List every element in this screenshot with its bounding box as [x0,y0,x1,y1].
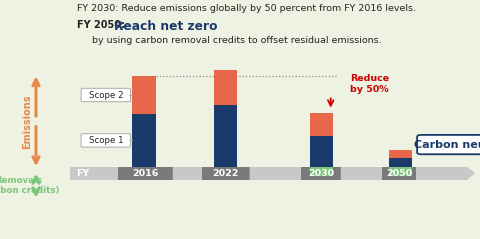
Bar [310,167,333,176]
Bar [301,167,341,180]
Bar [132,114,156,167]
Text: 2016: 2016 [132,169,158,178]
Bar [132,76,156,114]
Bar [214,70,237,105]
Text: Removals
(Carbon credits): Removals (Carbon credits) [0,176,59,195]
Text: 2022: 2022 [213,169,239,178]
Bar [389,167,412,176]
Text: FY 2050:: FY 2050: [77,20,128,30]
Text: Carbon neutral: Carbon neutral [414,140,480,150]
Bar [310,113,333,136]
Text: Scope 2: Scope 2 [88,91,123,99]
Text: Emissions: Emissions [23,94,32,149]
Polygon shape [173,167,179,180]
Text: 2050: 2050 [386,169,412,178]
Bar [389,150,412,158]
Text: Reduce
by 50%: Reduce by 50% [350,74,389,94]
Text: Reach net zero: Reach net zero [114,20,217,33]
Bar [382,167,416,180]
FancyArrow shape [466,167,475,180]
Bar [214,105,237,167]
Bar [70,167,468,180]
FancyBboxPatch shape [417,135,480,154]
Polygon shape [250,167,255,180]
Bar [389,158,412,167]
Polygon shape [341,167,347,180]
Text: 2030: 2030 [308,169,334,178]
Text: by using carbon removal credits to offset residual emissions.: by using carbon removal credits to offse… [77,36,382,45]
FancyBboxPatch shape [81,88,131,102]
Text: FY: FY [76,169,89,178]
Text: Scope 1: Scope 1 [88,136,123,145]
FancyBboxPatch shape [81,134,131,147]
Bar [202,167,250,180]
Polygon shape [416,167,422,180]
Text: FY 2030: Reduce emissions globally by 50 percent from FY 2016 levels.: FY 2030: Reduce emissions globally by 50… [77,4,416,13]
Bar [118,167,173,180]
Bar [310,136,333,167]
